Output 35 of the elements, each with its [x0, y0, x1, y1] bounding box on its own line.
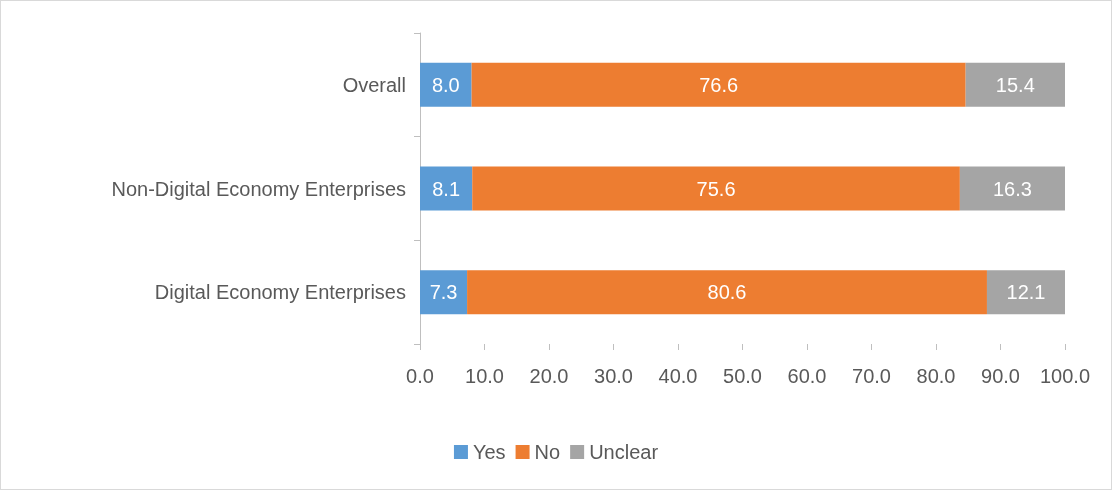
- bar: [420, 62, 472, 107]
- legend-label: Yes: [472, 441, 506, 463]
- legend-label: Unclear: [589, 441, 659, 463]
- y-tick-label: Non-Digital Economy Enterprises: [111, 177, 406, 200]
- x-tick-label: 40.0: [658, 365, 698, 387]
- x-tick-label: 20.0: [529, 365, 569, 387]
- legend-label: No: [534, 441, 561, 463]
- bar: [471, 62, 966, 107]
- data-label: 76.6: [699, 73, 739, 96]
- bar: [472, 166, 960, 211]
- bar: [420, 166, 473, 211]
- x-tick-label: 80.0: [916, 365, 956, 387]
- x-tick-label: 60.0: [787, 365, 827, 387]
- bar: [467, 270, 987, 315]
- data-label: 7.3: [429, 281, 458, 304]
- x-tick-label: 10.0: [465, 365, 504, 387]
- data-label: 15.4: [995, 73, 1035, 96]
- data-label: 8.0: [431, 73, 460, 96]
- x-tick-label: 100.0: [1039, 365, 1091, 387]
- data-label: 12.1: [1006, 281, 1046, 304]
- x-tick-label: 70.0: [852, 365, 891, 387]
- bar: [420, 270, 468, 315]
- x-tick-label: 0.0: [406, 365, 434, 387]
- bar: [986, 270, 1065, 315]
- y-tick-label: Overall: [342, 73, 406, 96]
- y-tick-label: Digital Economy Enterprises: [154, 281, 406, 304]
- x-tick-label: 30.0: [594, 365, 633, 387]
- x-tick-label: 50.0: [723, 365, 762, 387]
- bar: [959, 166, 1065, 211]
- data-label: 80.6: [707, 281, 747, 304]
- bar: [965, 62, 1065, 107]
- x-tick-label: 90.0: [981, 365, 1020, 387]
- data-label: 75.6: [696, 177, 736, 200]
- data-label: 8.1: [432, 177, 461, 200]
- data-label: 16.3: [992, 177, 1032, 200]
